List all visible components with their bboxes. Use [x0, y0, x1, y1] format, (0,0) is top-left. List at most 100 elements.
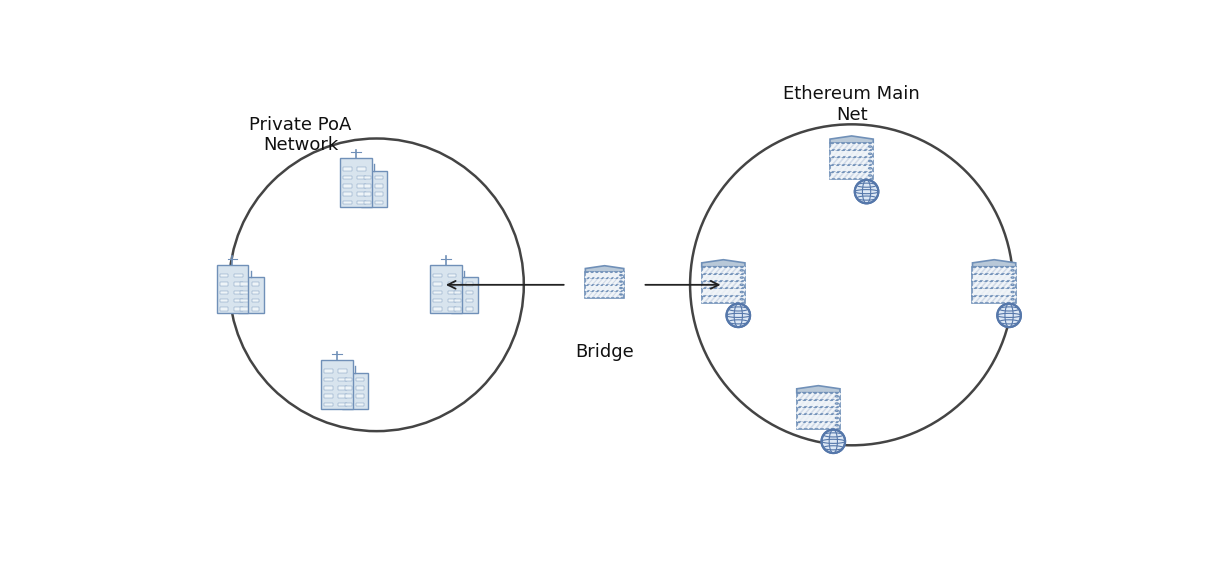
- Bar: [357, 176, 367, 179]
- Bar: [234, 299, 243, 302]
- FancyBboxPatch shape: [797, 400, 840, 407]
- FancyBboxPatch shape: [830, 172, 873, 179]
- Bar: [219, 274, 228, 277]
- Bar: [240, 307, 248, 311]
- Text: Bridge: Bridge: [575, 343, 634, 361]
- FancyBboxPatch shape: [360, 170, 387, 207]
- Bar: [434, 274, 443, 277]
- FancyBboxPatch shape: [321, 360, 353, 409]
- Circle shape: [741, 298, 743, 300]
- Ellipse shape: [821, 430, 845, 453]
- FancyBboxPatch shape: [797, 407, 840, 415]
- FancyBboxPatch shape: [972, 288, 1016, 296]
- Bar: [364, 184, 371, 188]
- Polygon shape: [797, 386, 840, 393]
- Bar: [219, 307, 228, 311]
- Circle shape: [1011, 284, 1014, 285]
- Circle shape: [1011, 292, 1014, 293]
- Bar: [447, 290, 456, 294]
- Text: Ethereum Main
Net: Ethereum Main Net: [783, 85, 920, 124]
- Polygon shape: [585, 266, 624, 272]
- Bar: [375, 192, 383, 196]
- Bar: [447, 299, 456, 302]
- Bar: [343, 192, 352, 196]
- Bar: [375, 184, 383, 188]
- Bar: [324, 386, 333, 390]
- FancyBboxPatch shape: [451, 277, 477, 314]
- Bar: [324, 394, 333, 398]
- FancyBboxPatch shape: [830, 143, 873, 150]
- Bar: [434, 307, 443, 311]
- Circle shape: [619, 288, 623, 289]
- FancyBboxPatch shape: [830, 165, 873, 172]
- Bar: [343, 168, 352, 171]
- Bar: [338, 378, 347, 381]
- Bar: [343, 176, 352, 179]
- Bar: [234, 307, 243, 311]
- Bar: [434, 282, 443, 286]
- Bar: [219, 290, 228, 294]
- Bar: [251, 290, 260, 294]
- FancyBboxPatch shape: [972, 274, 1016, 281]
- FancyBboxPatch shape: [342, 373, 368, 409]
- Bar: [434, 290, 443, 294]
- Bar: [447, 307, 456, 311]
- Bar: [345, 378, 352, 381]
- Polygon shape: [701, 259, 745, 267]
- FancyBboxPatch shape: [701, 267, 745, 274]
- Bar: [364, 176, 371, 179]
- Bar: [338, 403, 347, 406]
- Bar: [357, 403, 364, 406]
- Bar: [345, 386, 352, 390]
- Bar: [466, 299, 473, 302]
- FancyBboxPatch shape: [585, 272, 624, 279]
- FancyBboxPatch shape: [972, 296, 1016, 303]
- Ellipse shape: [997, 303, 1021, 327]
- Polygon shape: [972, 259, 1016, 267]
- Circle shape: [868, 168, 872, 169]
- FancyBboxPatch shape: [430, 265, 462, 314]
- FancyBboxPatch shape: [797, 393, 840, 400]
- Text: Private PoA
Network: Private PoA Network: [249, 116, 352, 155]
- Bar: [364, 192, 371, 196]
- Ellipse shape: [727, 303, 750, 327]
- Bar: [454, 282, 461, 286]
- Bar: [240, 290, 248, 294]
- Bar: [466, 290, 473, 294]
- Circle shape: [835, 395, 839, 397]
- FancyBboxPatch shape: [797, 415, 840, 422]
- Bar: [234, 290, 243, 294]
- Bar: [357, 201, 367, 204]
- FancyBboxPatch shape: [217, 265, 248, 314]
- Bar: [466, 307, 473, 311]
- Circle shape: [868, 146, 872, 147]
- Bar: [324, 369, 333, 373]
- Bar: [447, 274, 456, 277]
- Circle shape: [868, 153, 872, 155]
- Bar: [375, 176, 383, 179]
- Polygon shape: [830, 136, 873, 143]
- Bar: [357, 378, 364, 381]
- Circle shape: [868, 160, 872, 162]
- Circle shape: [619, 294, 623, 295]
- FancyBboxPatch shape: [585, 285, 624, 291]
- Circle shape: [741, 277, 743, 278]
- Bar: [447, 282, 456, 286]
- Bar: [251, 307, 260, 311]
- Circle shape: [835, 417, 839, 418]
- Bar: [454, 299, 461, 302]
- Circle shape: [835, 425, 839, 426]
- FancyBboxPatch shape: [585, 291, 624, 298]
- Bar: [324, 378, 333, 381]
- Bar: [434, 299, 443, 302]
- Bar: [343, 201, 352, 204]
- FancyBboxPatch shape: [585, 279, 624, 285]
- FancyBboxPatch shape: [701, 274, 745, 281]
- Bar: [338, 386, 347, 390]
- FancyBboxPatch shape: [238, 277, 264, 314]
- Bar: [357, 386, 364, 390]
- FancyBboxPatch shape: [701, 281, 745, 288]
- Bar: [375, 201, 383, 204]
- FancyBboxPatch shape: [830, 150, 873, 157]
- Bar: [234, 282, 243, 286]
